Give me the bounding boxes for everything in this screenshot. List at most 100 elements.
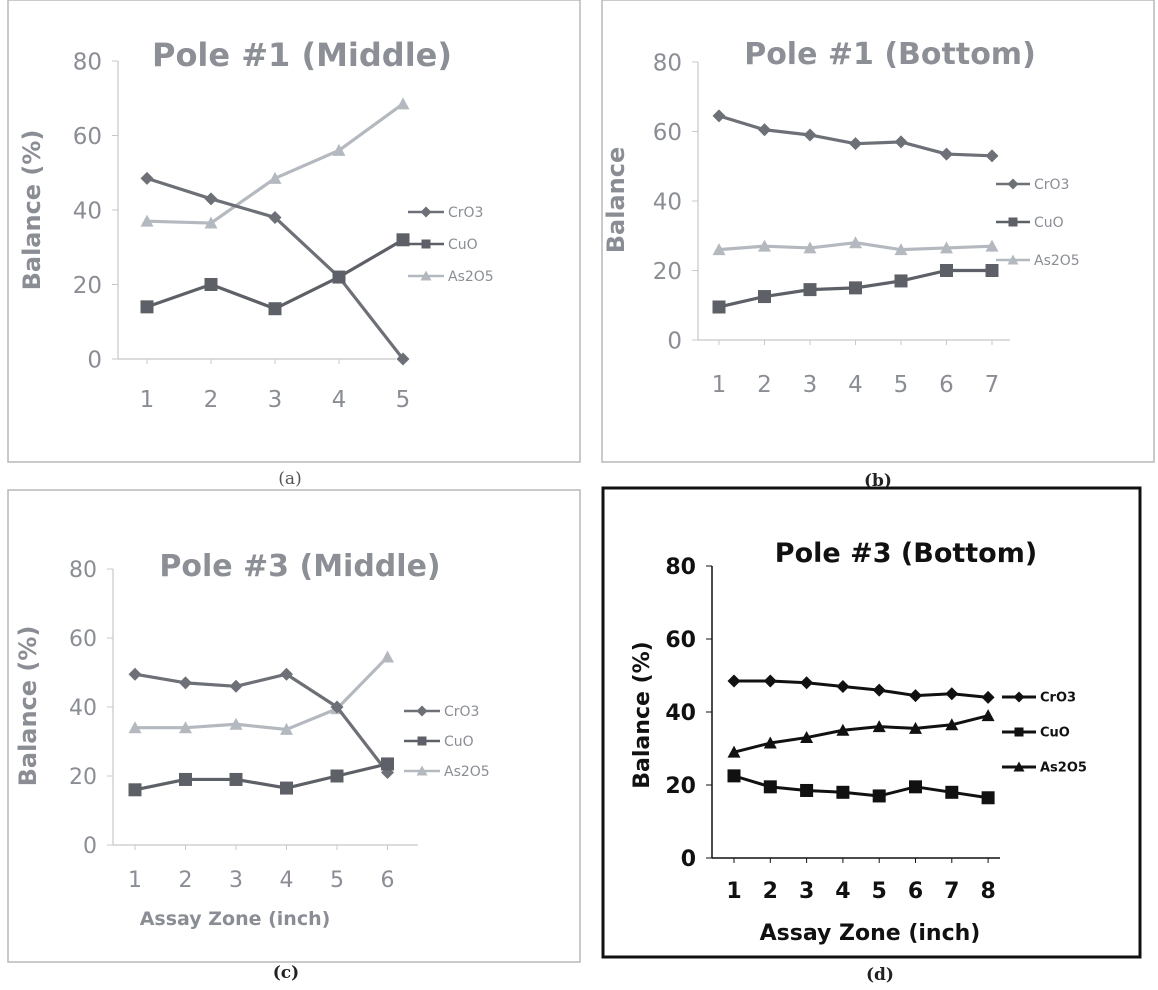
- data-point-cuo: [985, 264, 999, 277]
- y-axis-label: Balance: [602, 147, 630, 254]
- series-line-cuo: [146, 238, 404, 311]
- data-point-cro3: [280, 667, 293, 681]
- legend-label-cro3: CrO3: [448, 205, 483, 221]
- data-point-as2o5: [945, 718, 959, 731]
- y-tick-label: 0: [667, 328, 682, 354]
- data-point-cro3: [940, 147, 953, 161]
- y-tick-label: 60: [653, 120, 682, 146]
- y-tick-label: 80: [653, 50, 682, 76]
- data-point-cuo: [894, 274, 908, 288]
- data-point-as2o5: [280, 722, 293, 735]
- x-tick-label: 4: [332, 387, 347, 413]
- data-point-as2o5: [836, 723, 850, 736]
- series-line-cro3: [134, 672, 389, 774]
- series-cro3: [140, 171, 410, 366]
- chart-frame: [601, 486, 1142, 959]
- x-tick-label: 2: [204, 387, 219, 413]
- legend-marker-as2o5: [416, 765, 428, 776]
- y-axis-label: Balance (%): [18, 130, 46, 291]
- data-point-as2o5: [396, 97, 410, 110]
- y-axis-label: Balance (%): [14, 626, 42, 787]
- data-point-cro3: [140, 171, 154, 185]
- chart-title: Pole #3 (Bottom): [775, 538, 1037, 569]
- series-as2o5: [128, 650, 394, 735]
- data-point-as2o5: [872, 720, 886, 733]
- x-tick-label: 7: [944, 879, 959, 904]
- x-tick-label: 4: [280, 868, 294, 893]
- data-point-cro3: [872, 683, 886, 697]
- data-point-cro3: [945, 687, 959, 701]
- data-point-cro3: [268, 210, 282, 224]
- chart-frame: [7, 0, 581, 463]
- series-line-as2o5: [135, 655, 389, 732]
- chart-frame: [601, 0, 1155, 463]
- series-cuo: [128, 757, 394, 797]
- legend-marker-as2o5: [420, 270, 432, 281]
- y-tick-label: 40: [665, 701, 696, 726]
- data-point-cuo: [229, 772, 243, 786]
- data-point-as2o5: [712, 243, 726, 256]
- data-point-as2o5: [985, 239, 999, 252]
- chart-frame: [7, 489, 581, 963]
- series-line-cro3: [146, 176, 405, 360]
- data-point-cro3: [803, 128, 817, 142]
- series-as2o5: [727, 709, 995, 758]
- y-tick-label: 40: [69, 696, 97, 721]
- y-tick-label: 80: [73, 49, 102, 75]
- data-point-cuo: [981, 791, 995, 805]
- y-tick-label: 20: [653, 259, 682, 285]
- x-tick-label: 4: [848, 372, 863, 398]
- series-cuo: [140, 233, 410, 316]
- series-as2o5: [140, 97, 410, 229]
- x-axis-label: Assay Zone (inch): [140, 908, 331, 930]
- x-axis-label: Assay Zone (inch): [760, 921, 981, 946]
- data-point-cro3: [128, 667, 142, 681]
- chart-title: Pole #1 (Bottom): [744, 37, 1036, 72]
- data-point-as2o5: [758, 239, 771, 252]
- data-point-as2o5: [909, 721, 922, 734]
- chart-title: Pole #3 (Middle): [159, 549, 440, 584]
- chart-panel-c: 0 20 40 60 80 1 2 3 4 5 6 Pole #3 (Middle) Balance (…: [7, 489, 581, 983]
- data-point-cuo: [803, 283, 817, 297]
- legend: CrO3 CuO As2O5: [996, 177, 1080, 269]
- legend-marker-cuo: [417, 736, 427, 746]
- x-tick-label: 2: [763, 879, 778, 904]
- y-tick-label: 40: [73, 198, 102, 224]
- x-tick-label: 6: [381, 868, 395, 893]
- data-point-cro3: [179, 676, 192, 690]
- legend-marker-cro3: [416, 705, 428, 717]
- legend-marker-cro3: [420, 206, 432, 218]
- series-as2o5: [712, 236, 999, 256]
- legend-label-as2o5: As2O5: [448, 269, 494, 285]
- y-tick-label: 80: [69, 558, 97, 583]
- legend-label-cro3: CrO3: [444, 704, 479, 720]
- data-point-cro3: [909, 689, 922, 703]
- y-tick-label: 60: [73, 124, 102, 150]
- x-tick-label: 1: [128, 868, 142, 893]
- x-tick-label: 2: [179, 868, 193, 893]
- data-point-cuo: [727, 769, 741, 783]
- y-tick-label: 20: [69, 765, 97, 790]
- data-point-cuo: [763, 780, 777, 794]
- data-point-cro3: [204, 192, 218, 206]
- x-tick-label: 2: [757, 372, 772, 398]
- chart-panel-b: 0 20 40 60 80 1 2 3 4 5 6 7 Pole #1 (Bottom) Balance C…: [601, 0, 1155, 491]
- data-point-as2o5: [849, 236, 862, 249]
- legend-label-cuo: CuO: [1034, 215, 1064, 231]
- data-point-cuo: [849, 281, 862, 295]
- x-tick-label: 3: [799, 879, 814, 904]
- data-point-cro3: [758, 123, 771, 137]
- legend-marker-cuo: [1008, 217, 1018, 227]
- data-point-as2o5: [763, 736, 777, 749]
- y-tick-label: 60: [665, 628, 696, 653]
- legend: CrO3 CuO As2O5: [408, 205, 494, 285]
- series-cuo: [727, 769, 995, 805]
- y-tick-label: 40: [653, 189, 682, 215]
- legend-marker-as2o5: [1013, 761, 1025, 772]
- data-point-cuo: [872, 789, 886, 803]
- panel-caption: (a): [278, 469, 301, 489]
- data-point-cuo: [140, 300, 154, 314]
- data-point-cuo: [836, 785, 850, 799]
- legend-label-cuo: CuO: [1040, 726, 1070, 741]
- y-tick-label: 20: [73, 273, 102, 299]
